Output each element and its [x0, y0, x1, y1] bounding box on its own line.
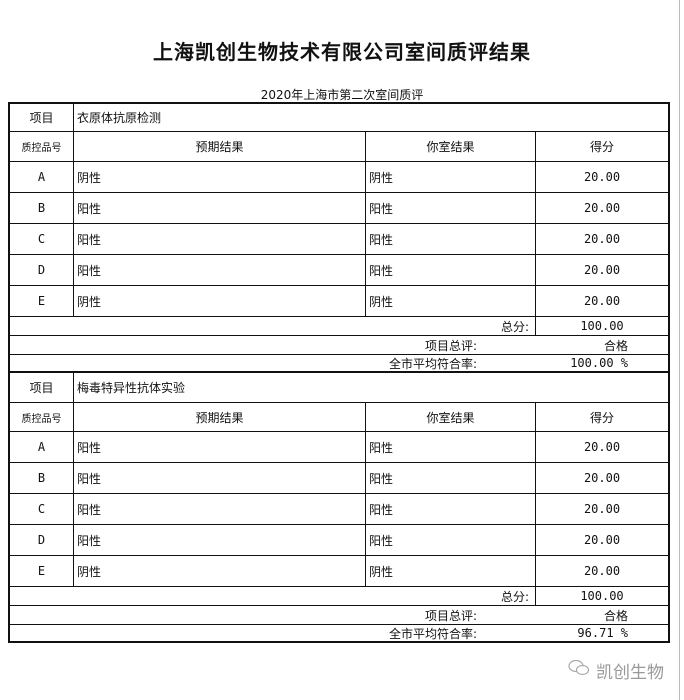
qc-id: A — [10, 162, 74, 192]
your-result: 阳性 — [366, 224, 536, 254]
project-label: 项目 — [10, 373, 74, 402]
expected-result: 阳性 — [74, 494, 366, 524]
watermark-text: 凯创生物 — [596, 663, 664, 683]
table-row: A 阴性 阴性 20.00 — [10, 162, 668, 193]
expected-result: 阴性 — [74, 162, 366, 192]
qc-id-header: 质控品号 — [10, 403, 74, 431]
score-header: 得分 — [589, 140, 614, 154]
table-row: A 阳性 阳性 20.00 — [10, 432, 668, 463]
your-result: 阳性 — [366, 463, 536, 493]
evaluation-value: 合格 — [603, 338, 628, 353]
page-subtitle: 2020年上海市第二次室间质评 — [260, 88, 424, 102]
your-result: 阴性 — [366, 556, 536, 586]
project-name: 衣原体抗原检测 — [77, 111, 162, 125]
city-rate-label: 全市平均符合率: — [388, 626, 477, 641]
your-result: 阴性 — [366, 286, 536, 316]
header-row: 质控品号 预期结果 你室结果 得分 — [10, 403, 668, 432]
qc-id-header: 质控品号 — [10, 132, 74, 161]
qc-id: D — [10, 525, 74, 555]
evaluation-label: 项目总评: — [424, 338, 477, 353]
project-row: 项目 梅毒特异性抗体实验 — [10, 373, 668, 403]
your-result: 阳性 — [366, 494, 536, 524]
total-row: 总分: 100.00 — [10, 587, 668, 606]
page-title: 上海凯创生物技术有限公司室间质评结果 — [153, 40, 531, 64]
evaluation-row: 项目总评: 合格 — [10, 336, 668, 355]
qc-id: B — [10, 463, 74, 493]
expected-result: 阳性 — [74, 432, 366, 462]
score: 20.00 — [583, 440, 621, 454]
your-result: 阳性 — [366, 432, 536, 462]
expected-result: 阴性 — [74, 556, 366, 586]
score-header: 得分 — [589, 410, 614, 425]
total-value: 100.00 — [580, 589, 624, 603]
header-row: 质控品号 预期结果 你室结果 得分 — [10, 132, 668, 162]
table-row: B 阳性 阳性 20.00 — [10, 463, 668, 494]
evaluation-row: 项目总评: 合格 — [10, 606, 668, 625]
yours-header: 你室结果 — [366, 132, 536, 161]
qc-id: C — [10, 494, 74, 524]
yours-header: 你室结果 — [366, 403, 536, 431]
result-section: 项目 衣原体抗原检测 质控品号 预期结果 你室结果 得分 A 阴性 阴性 20.00 B 阳性 阳性 20… — [8, 102, 670, 373]
qc-id: C — [10, 224, 74, 254]
score: 20.00 — [583, 471, 621, 485]
city-rate-row: 全市平均符合率: 96.71 % — [10, 625, 668, 643]
score: 20.00 — [583, 232, 621, 246]
expected-result: 阳性 — [74, 224, 366, 254]
qc-id: D — [10, 255, 74, 285]
city-rate-value: 96.71 % — [577, 626, 628, 640]
qc-id: E — [10, 286, 74, 316]
project-row: 项目 衣原体抗原检测 — [10, 104, 668, 132]
score: 20.00 — [583, 533, 621, 547]
score: 20.00 — [583, 294, 621, 308]
total-row: 总分: 100.00 — [10, 317, 668, 336]
expected-result: 阳性 — [74, 255, 366, 285]
table-row: B 阳性 阳性 20.00 — [10, 193, 668, 224]
expected-result: 阳性 — [74, 525, 366, 555]
expected-header: 预期结果 — [74, 132, 366, 161]
total-label: 总分: — [10, 587, 536, 605]
city-rate-value: 100.00 % — [570, 356, 628, 370]
wechat-icon — [568, 659, 590, 682]
table-row: D 阳性 阳性 20.00 — [10, 525, 668, 556]
total-label: 总分: — [10, 317, 536, 335]
score: 20.00 — [583, 170, 621, 184]
evaluation-label: 项目总评: — [424, 608, 477, 623]
project-label: 项目 — [10, 104, 74, 131]
score: 20.00 — [583, 263, 621, 277]
project-name: 梅毒特异性抗体实验 — [77, 381, 186, 395]
score: 20.00 — [583, 502, 621, 516]
page-edge — [679, 0, 680, 700]
your-result: 阳性 — [366, 255, 536, 285]
expected-header: 预期结果 — [74, 403, 366, 431]
expected-result: 阴性 — [74, 286, 366, 316]
table-row: C 阳性 阳性 20.00 — [10, 494, 668, 525]
table-row: D 阳性 阳性 20.00 — [10, 255, 668, 286]
qc-id: A — [10, 432, 74, 462]
score: 20.00 — [583, 201, 621, 215]
evaluation-value: 合格 — [603, 608, 628, 623]
watermark: 凯创生物 — [568, 658, 664, 683]
result-section: 项目 梅毒特异性抗体实验 质控品号 预期结果 你室结果 得分 A 阳性 阳性 20.00 B 阳性 阳性… — [8, 371, 670, 643]
table-row: C 阳性 阳性 20.00 — [10, 224, 668, 255]
your-result: 阴性 — [366, 162, 536, 192]
score: 20.00 — [583, 564, 621, 578]
total-value: 100.00 — [580, 319, 624, 333]
your-result: 阳性 — [366, 525, 536, 555]
expected-result: 阳性 — [74, 193, 366, 223]
city-rate-label: 全市平均符合率: — [388, 356, 477, 371]
qc-id: B — [10, 193, 74, 223]
qc-id: E — [10, 556, 74, 586]
table-row: E 阴性 阴性 20.00 — [10, 556, 668, 587]
table-row: E 阴性 阴性 20.00 — [10, 286, 668, 317]
expected-result: 阳性 — [74, 463, 366, 493]
your-result: 阳性 — [366, 193, 536, 223]
